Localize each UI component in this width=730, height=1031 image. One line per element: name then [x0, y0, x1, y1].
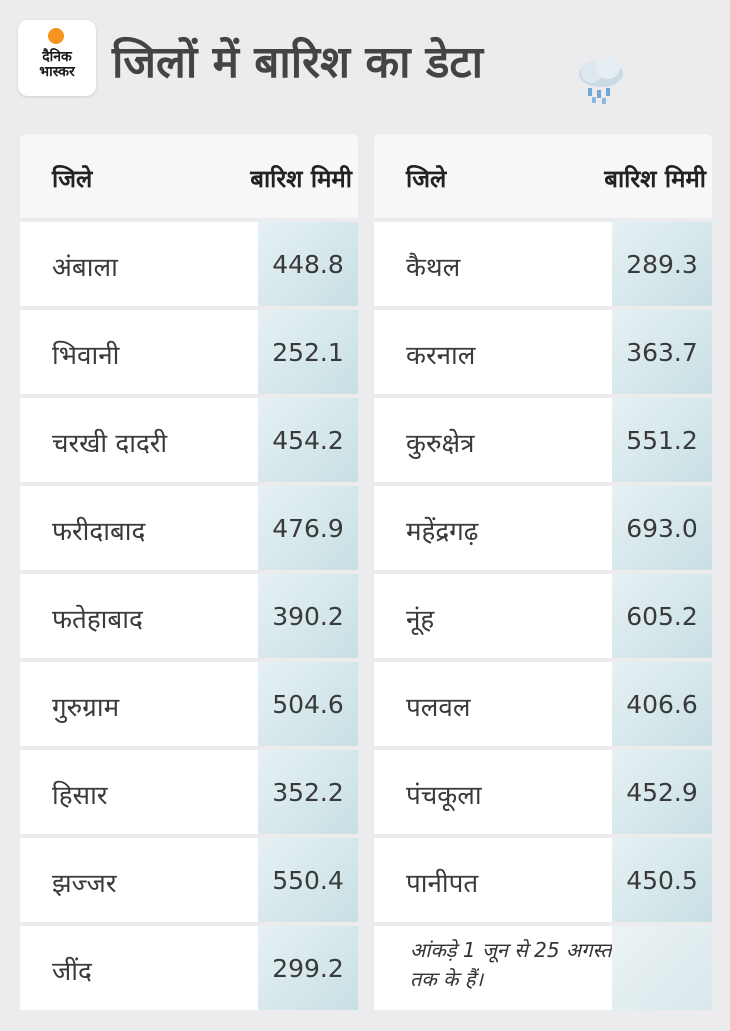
rainfall-value: 450.5: [612, 838, 712, 922]
data-period-note: आंकड़े 1 जून से 25 अगस्त तक के हैं।: [410, 938, 612, 991]
district-name: गुरुग्राम: [52, 693, 120, 723]
table-row: फतेहाबाद 390.2: [20, 574, 358, 658]
brand-line1: दैनिक: [42, 49, 72, 66]
table-row: पंचकूला 452.9: [374, 750, 712, 834]
rainfall-value: 504.6: [258, 662, 358, 746]
header-district: जिले: [406, 165, 447, 193]
rainfall-value: 605.2: [612, 574, 712, 658]
district-name: चरखी दादरी: [52, 429, 168, 459]
table-row: फरीदाबाद 476.9: [20, 486, 358, 570]
district-name: झज्जर: [52, 869, 117, 899]
header-rainfall: बारिश मिमी: [604, 165, 706, 193]
table-row: करनाल 363.7: [374, 310, 712, 394]
table-header: जिले बारिश मिमी: [374, 134, 712, 218]
header-district: जिले: [52, 165, 93, 193]
table-row: चरखी दादरी 454.2: [20, 398, 358, 482]
brand-logo: दैनिक भास्कर: [18, 20, 96, 96]
table-row: महेंद्रगढ़ 693.0: [374, 486, 712, 570]
rainfall-value: 352.2: [258, 750, 358, 834]
table-header: जिले बारिश मिमी: [20, 134, 358, 218]
table-row: हिसार 352.2: [20, 750, 358, 834]
district-name: हिसार: [52, 781, 108, 811]
rainfall-value: 693.0: [612, 486, 712, 570]
district-name: जींद: [52, 957, 92, 987]
empty-value-cell: [612, 926, 712, 1010]
district-name: पानीपत: [406, 869, 479, 899]
rainfall-value: 406.6: [612, 662, 712, 746]
rainfall-table-left: जिले बारिश मिमी अंबाला 448.8 भिवानी 252.1 …: [20, 134, 358, 1014]
table-row: भिवानी 252.1: [20, 310, 358, 394]
table-row: पलवल 406.6: [374, 662, 712, 746]
district-name: महेंद्रगढ़: [406, 517, 479, 547]
district-name: कुरुक्षेत्र: [406, 429, 475, 459]
rainfall-value: 299.2: [258, 926, 358, 1010]
table-row: झज्जर 550.4: [20, 838, 358, 922]
table-row: गुरुग्राम 504.6: [20, 662, 358, 746]
rainfall-value: 550.4: [258, 838, 358, 922]
table-row: नूंह 605.2: [374, 574, 712, 658]
brand-line2: भास्कर: [39, 64, 75, 80]
table-row: अंबाला 448.8: [20, 222, 358, 306]
rainfall-value: 289.3: [612, 222, 712, 306]
district-name: नूंह: [406, 605, 435, 635]
district-name: फरीदाबाद: [52, 517, 146, 547]
rainfall-value: 476.9: [258, 486, 358, 570]
rainfall-value: 390.2: [258, 574, 358, 658]
note-row: आंकड़े 1 जून से 25 अगस्त तक के हैं।: [374, 926, 712, 1010]
district-name: फतेहाबाद: [52, 605, 143, 635]
rainfall-value: 448.8: [258, 222, 358, 306]
table-row: जींद 299.2: [20, 926, 358, 1010]
district-name: भिवानी: [52, 341, 120, 371]
district-name: कैथल: [406, 253, 461, 283]
table-row: कैथल 289.3: [374, 222, 712, 306]
rain-cloud-icon: [579, 55, 623, 104]
district-name: पलवल: [406, 693, 471, 723]
district-name: अंबाला: [52, 253, 118, 283]
rainfall-value: 454.2: [258, 398, 358, 482]
sun-icon: [48, 28, 64, 44]
rainfall-value: 551.2: [612, 398, 712, 482]
table-row: पानीपत 450.5: [374, 838, 712, 922]
district-name: पंचकूला: [406, 781, 482, 811]
header-rainfall: बारिश मिमी: [250, 165, 352, 193]
district-name: करनाल: [406, 341, 476, 371]
table-row: कुरुक्षेत्र 551.2: [374, 398, 712, 482]
rainfall-table-right: जिले बारिश मिमी कैथल 289.3 करनाल 363.7 कुर…: [374, 134, 712, 1014]
rainfall-value: 452.9: [612, 750, 712, 834]
page-title: जिलों में बारिश का डेटा: [112, 37, 483, 88]
rainfall-value: 363.7: [612, 310, 712, 394]
rainfall-value: 252.1: [258, 310, 358, 394]
